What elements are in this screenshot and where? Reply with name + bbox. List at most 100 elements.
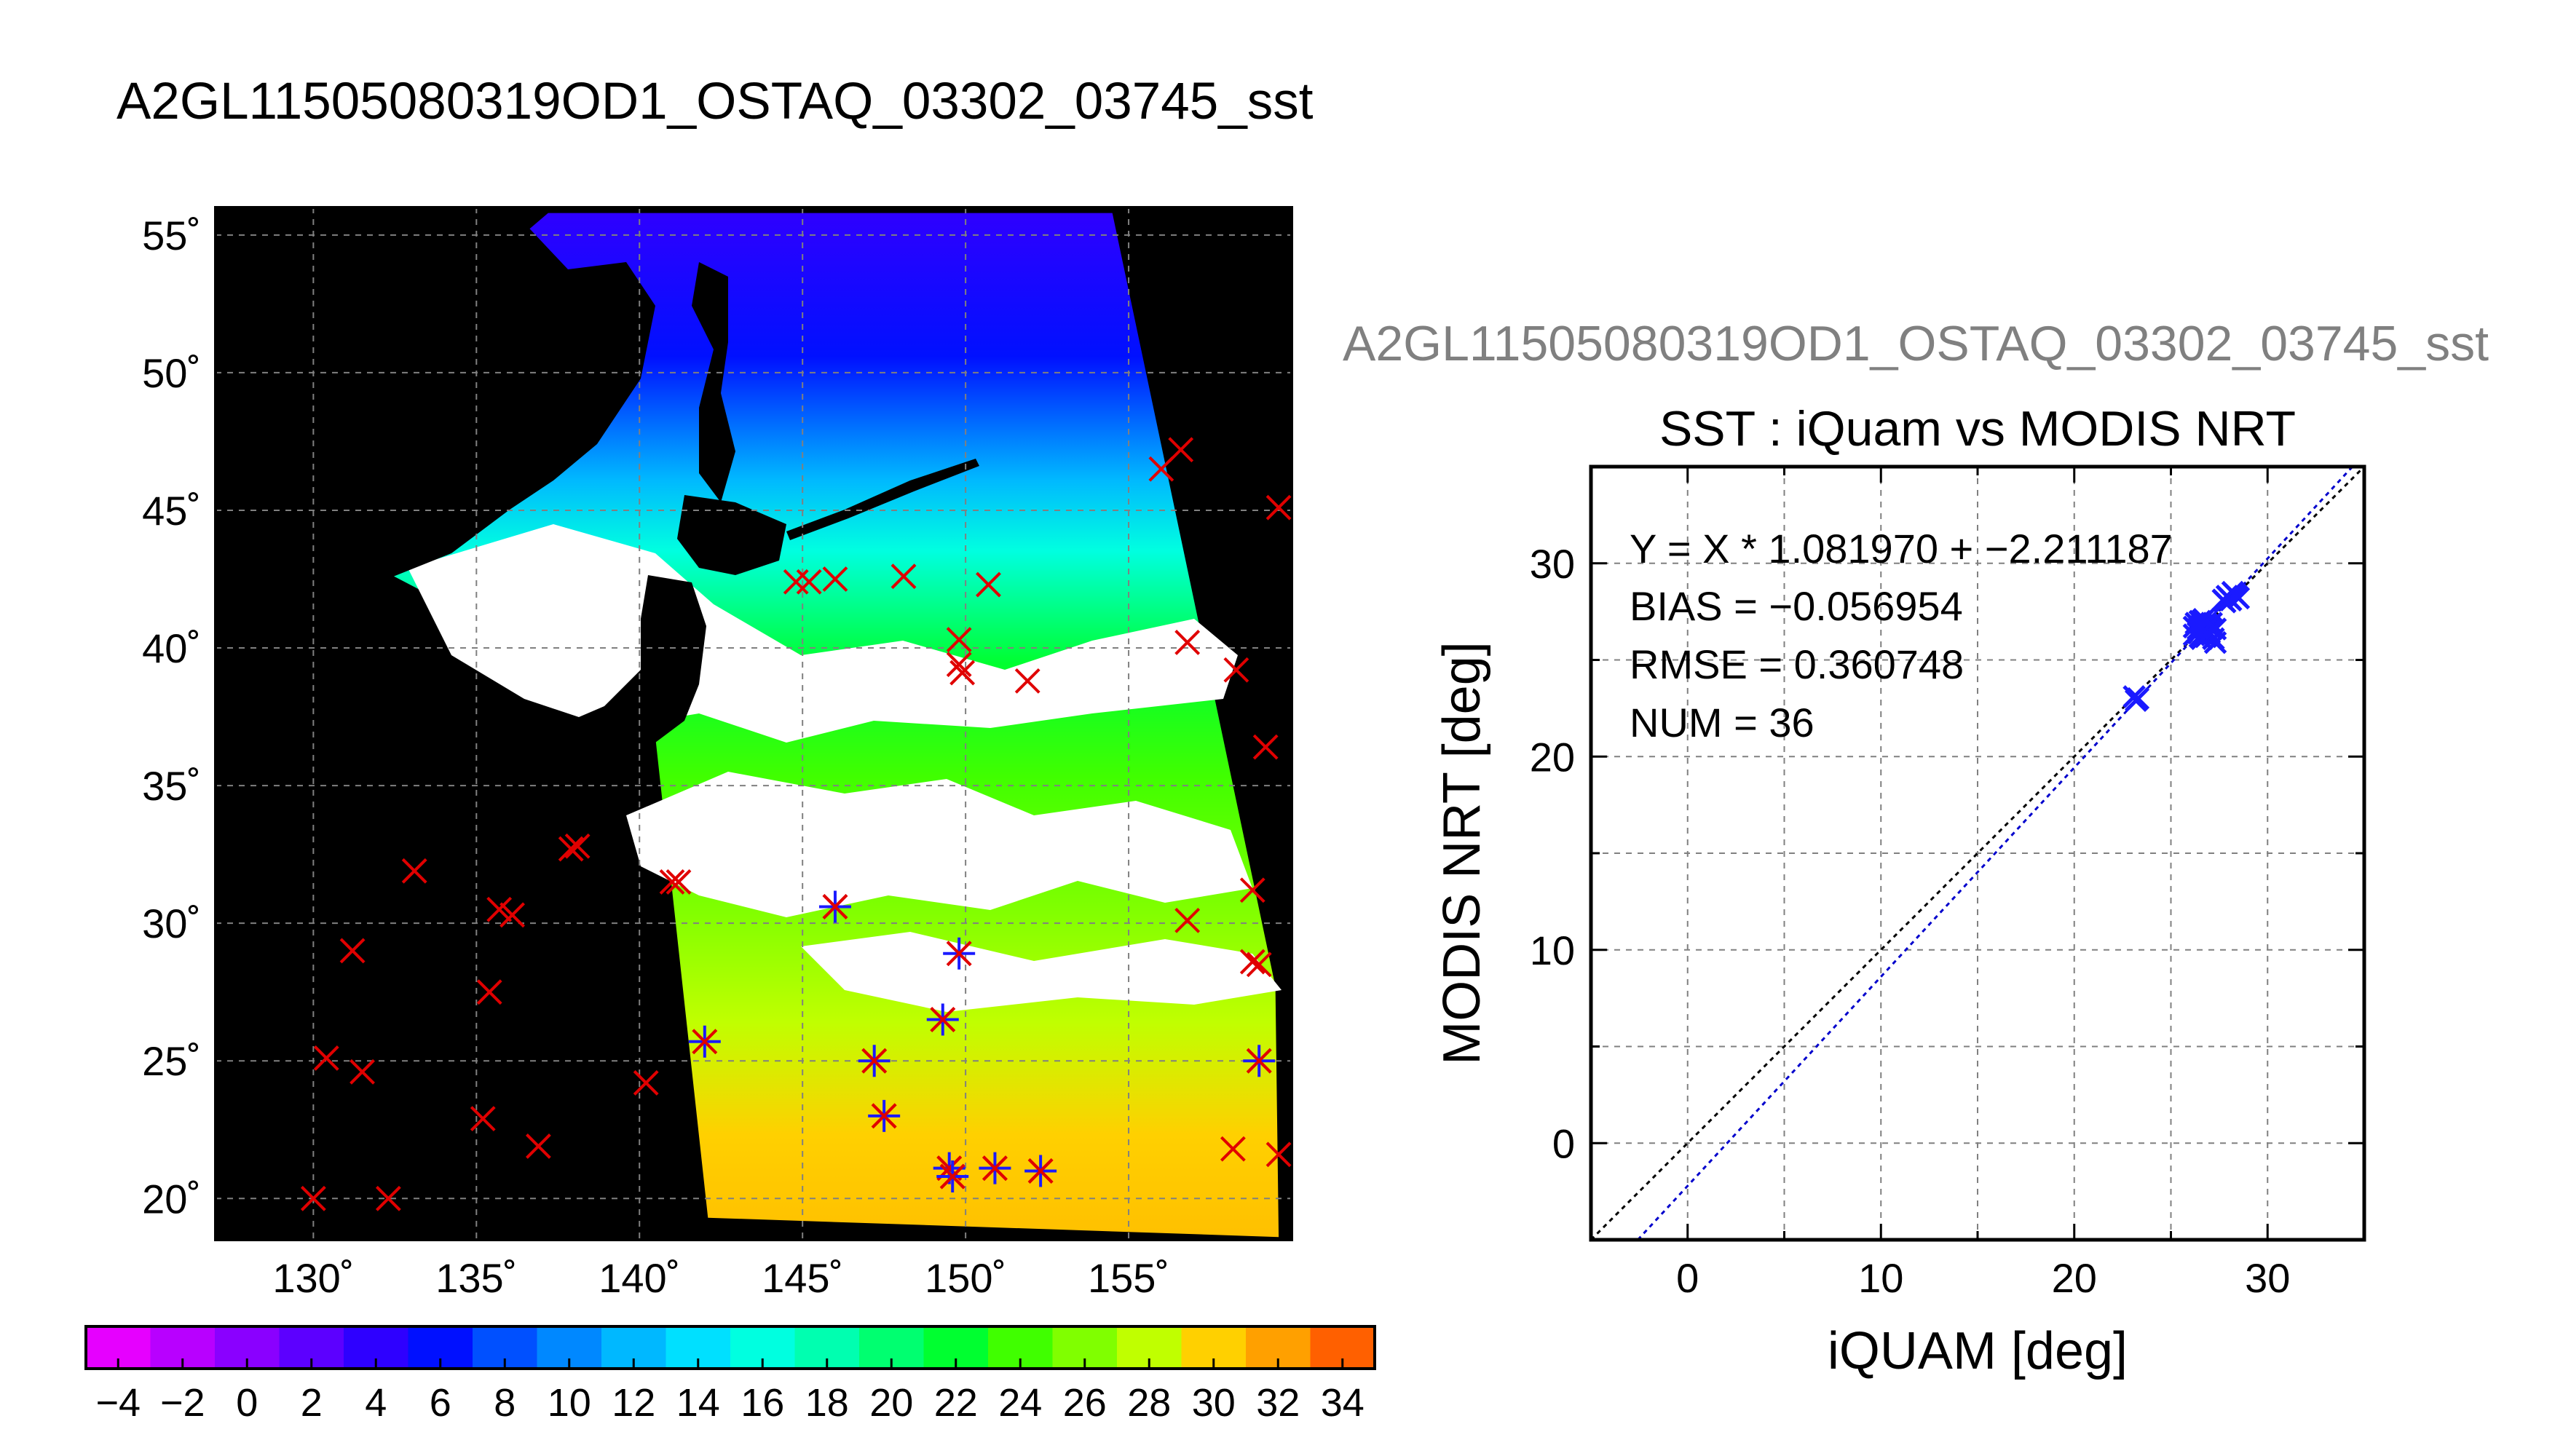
insitu-marker: [525, 1133, 551, 1159]
colorbar-tick-label: 0: [236, 1381, 258, 1425]
insitu-marker: [1239, 877, 1265, 903]
insitu-marker: [1168, 437, 1194, 463]
insitu-marker: [633, 1070, 659, 1096]
insitu-marker: [558, 836, 584, 862]
map-x-tick-label: 135˚: [435, 1255, 517, 1301]
map-grid: [216, 207, 1292, 1240]
cloud-patch-south: [801, 932, 1282, 1012]
colorbar-tick-label: −2: [160, 1381, 205, 1425]
colorbar-tick-label: 24: [998, 1381, 1042, 1425]
colorbar-tick-label: 18: [805, 1381, 849, 1425]
colorbar-tick-label: 26: [1063, 1381, 1107, 1425]
insitu-marker: [891, 563, 917, 590]
land-kuril-chain: [786, 459, 979, 540]
scatter-x-tick-label: 30: [2245, 1255, 2290, 1301]
scatter-grid: [1591, 467, 2364, 1240]
cloud-mask: [408, 524, 1282, 1012]
insitu-marker: [401, 858, 427, 884]
scatter-y-tick-label: 20: [1530, 734, 1575, 780]
scatter-y-tick-label: 30: [1530, 541, 1575, 587]
insitu-marker: [1246, 951, 1272, 978]
insitu-marker: [822, 566, 848, 592]
scatter-x-tick-label: 0: [1676, 1255, 1699, 1301]
colorbar-frame: [84, 1325, 1376, 1370]
map-x-tick-label: 155˚: [1088, 1255, 1169, 1301]
insitu-marker: [476, 979, 502, 1005]
scatter-y-tick-label: 0: [1552, 1120, 1575, 1166]
scatter-subtitle: A2GL11505080319OD1_OSTAQ_03302_03745_sst: [1343, 316, 2489, 371]
map-y-tick-label: 55˚: [142, 213, 201, 258]
matchup-marker: [943, 937, 976, 970]
insitu-marker: [1223, 657, 1249, 683]
insitu-marker: [783, 569, 809, 595]
land-sakhalin: [692, 262, 735, 502]
sst-map: 130˚ 135˚ 140˚ 145˚ 150˚ 155˚ 20˚ 25˚ 30˚ 35˚ 40˚…: [142, 206, 1293, 1301]
insitu-marker: [564, 833, 591, 859]
cloud-patch-mid: [626, 772, 1252, 917]
colorbar-tick-label: 10: [548, 1381, 591, 1425]
insitu-marker: [1174, 630, 1201, 655]
insitu-marker: [313, 1045, 339, 1071]
land-honshu: [502, 575, 706, 772]
annotation-bias: BIAS = −0.056954: [1630, 583, 1963, 629]
insitu-marker: [659, 869, 685, 895]
colorbar-cells: [86, 1326, 1375, 1369]
insitu-marker: [1014, 668, 1040, 694]
map-x-tick-label: 140˚: [599, 1255, 680, 1301]
matchup-marker: [936, 1160, 969, 1193]
scatter-point: [2227, 586, 2251, 610]
page-title: A2GL11505080319OD1_OSTAQ_03302_03745_sst: [117, 73, 1314, 130]
map-y-tick-label: 25˚: [142, 1038, 201, 1084]
land-masses: [216, 207, 979, 772]
scatter-x-tick-label: 20: [2052, 1255, 2097, 1301]
colorbar-tick-label: 28: [1127, 1381, 1171, 1425]
map-x-tick-label: 130˚: [272, 1255, 354, 1301]
matchup-marker: [858, 1045, 891, 1077]
insitu-marker: [486, 896, 513, 922]
insitu-marker: [339, 938, 366, 964]
insitu-marker: [1265, 494, 1292, 521]
colorbar: −4 −2 0 2 4 6 8 10 12 14 16 18 20 22 24 26 28 30 32 34: [84, 1325, 1376, 1425]
insitu-marker: [1174, 907, 1201, 933]
matchup-marker: [1024, 1155, 1057, 1187]
matchup-marker: [926, 1003, 959, 1036]
insitu-marker: [976, 571, 1001, 598]
land-hokkaido: [677, 495, 786, 575]
map-y-ticks: 20˚ 25˚ 30˚ 35˚ 40˚ 45˚ 50˚ 55˚: [142, 213, 201, 1222]
insitu-marker: [499, 902, 525, 928]
colorbar-tick-label: 2: [301, 1381, 323, 1425]
matchup-marker: [979, 1152, 1011, 1184]
land-asia-coast: [216, 207, 655, 597]
colorbar-tick-label: 34: [1321, 1381, 1365, 1425]
colorbar-tick-label: 22: [934, 1381, 978, 1425]
map-frame: [214, 206, 1293, 1241]
map-x-ticks: 130˚ 135˚ 140˚ 145˚ 150˚ 155˚: [272, 1255, 1169, 1301]
scatter-x-tick-label: 10: [1858, 1255, 1903, 1301]
matchup-marker: [868, 1099, 901, 1132]
map-y-tick-label: 35˚: [142, 763, 201, 809]
scatter-y-ticks: 0 10 20 30: [1530, 541, 2364, 1166]
matchup-marker: [818, 890, 851, 923]
map-x-tick-label: 150˚: [925, 1255, 1006, 1301]
colorbar-tick-label: 32: [1256, 1381, 1300, 1425]
colorbar-tick-label: 30: [1192, 1381, 1236, 1425]
map-y-tick-label: 20˚: [142, 1176, 201, 1222]
colorbar-tick-label: 12: [612, 1381, 655, 1425]
insitu-marker: [1148, 456, 1174, 482]
colorbar-tick-label: 8: [494, 1381, 516, 1425]
map-y-tick-label: 40˚: [142, 625, 201, 671]
colorbar-tick-label: 16: [741, 1381, 784, 1425]
insitu-marker: [946, 652, 972, 678]
scatter-panel: A2GL11505080319OD1_OSTAQ_03302_03745_sst…: [1343, 316, 2489, 1380]
insitu-marker: [1265, 1142, 1292, 1168]
colorbar-tick-label: 4: [365, 1381, 387, 1425]
annotation-num: NUM = 36: [1630, 700, 1814, 745]
insitu-marker: [1252, 734, 1279, 760]
annotation-fit-equation: Y = X * 1.081970 + −2.211187: [1630, 526, 2173, 571]
insitu-marker: [470, 1106, 496, 1132]
colorbar-tick-label: 14: [676, 1381, 720, 1425]
matchup-marker: [688, 1025, 721, 1058]
scatter-y-tick-label: 10: [1530, 927, 1575, 973]
scatter-point: [2124, 689, 2148, 713]
scatter-point: [2203, 617, 2227, 641]
